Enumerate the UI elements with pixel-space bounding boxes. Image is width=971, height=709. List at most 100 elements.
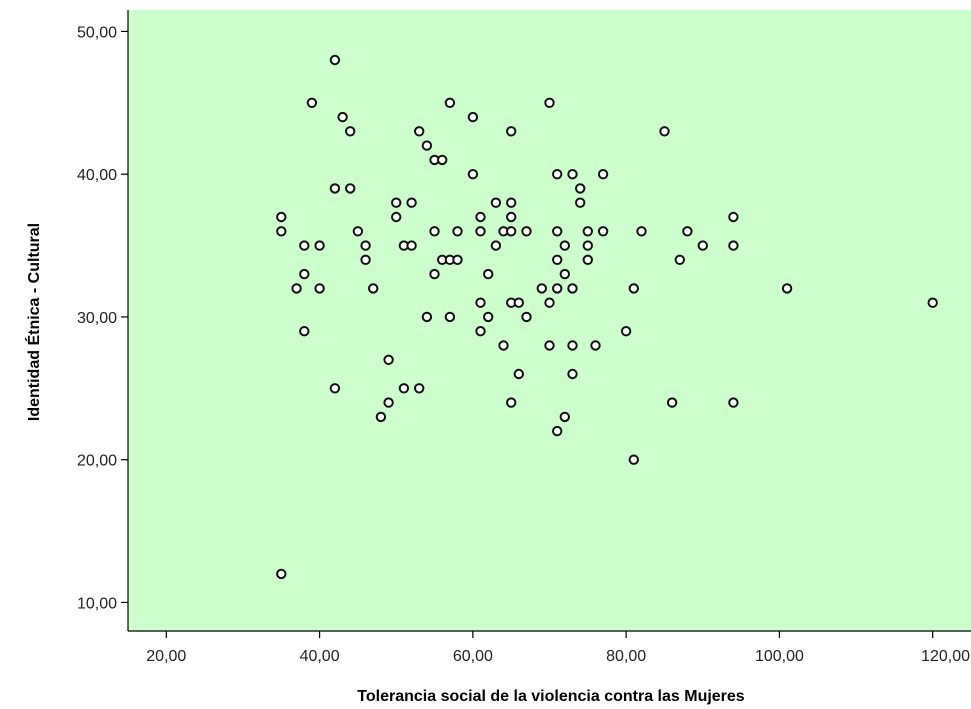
data-point [360,240,371,251]
data-point [544,97,555,109]
data-point [552,254,563,265]
x-tick-label: 40,00 [300,648,340,665]
data-point [329,183,341,194]
data-point [452,226,463,237]
data-point [666,397,678,408]
y-axis-ticks: 10,00 20,00 30,00 40,00 50,00 [77,24,128,612]
data-point [398,383,410,394]
data-point [521,226,532,237]
data-point [352,226,364,237]
data-point [444,311,456,323]
y-tick-label: 40,00 [77,167,117,184]
data-point [406,197,417,208]
data-point [483,268,494,280]
data-point [299,268,310,280]
data-point [475,326,486,337]
data-point [475,226,486,237]
data-point [490,240,502,251]
data-point [429,226,440,237]
data-point [368,283,379,294]
data-point [306,97,318,109]
data-point [506,126,517,137]
data-point [636,226,647,237]
data-point [513,297,524,308]
data-point [544,340,555,351]
data-point [345,183,356,194]
data-point [697,240,708,251]
data-point [506,397,517,408]
data-point [444,97,456,109]
data-point [567,340,578,351]
y-tick-label: 30,00 [77,310,117,327]
x-tick-label: 60,00 [453,648,493,665]
data-point [360,254,371,265]
data-point [567,283,578,294]
data-point [467,111,479,123]
data-point [299,326,310,337]
y-axis-title: Identidad Étnica - Cultural [24,223,43,421]
data-point [544,297,555,308]
data-point [552,283,563,294]
data-point [406,240,417,251]
data-point [682,226,693,237]
data-point [597,226,609,237]
data-point [674,254,685,265]
data-point [552,169,563,180]
data-point [781,283,793,294]
y-tick-label: 20,00 [77,453,117,470]
data-point [567,169,578,180]
data-point [659,126,670,137]
y-tick-label: 50,00 [77,24,117,41]
data-point [391,197,402,208]
data-point [391,211,402,223]
data-point [513,368,524,380]
data-point [927,297,938,308]
data-point [506,211,517,223]
data-point [628,283,639,294]
x-axis-ticks: 20,00 40,00 60,00 80,00 100,00 120,00 [146,631,970,665]
data-point [728,397,739,408]
data-point [590,340,601,351]
data-point [452,254,463,265]
data-point [575,183,586,194]
data-point [552,226,563,237]
data-point [582,254,593,265]
data-point [276,226,287,237]
data-point [421,140,433,151]
data-point [337,111,348,123]
data-point [414,383,425,394]
data-point [597,169,609,180]
data-point [314,283,325,294]
data-point [559,268,570,280]
data-point [467,169,479,180]
plot-area [128,10,971,631]
data-point [314,240,325,251]
data-point [475,211,486,223]
data-point [483,311,494,323]
data-point [575,197,586,208]
data-point [521,311,532,323]
data-point [383,354,394,365]
data-point [506,226,517,237]
data-point [728,211,739,223]
x-tick-label: 20,00 [146,648,186,665]
data-point [383,397,394,408]
data-point [506,197,517,208]
x-tick-label: 120,00 [921,648,970,665]
data-point [329,54,341,66]
data-point [490,197,502,208]
data-point [620,326,632,337]
data-point [437,154,448,166]
data-point [582,240,593,251]
data-point [375,411,387,423]
data-point [276,568,287,580]
data-point [582,226,593,237]
data-points [276,54,938,580]
data-point [345,126,356,137]
y-tick-label: 10,00 [77,595,117,612]
data-point [559,240,570,251]
data-point [276,211,287,223]
data-point [552,425,563,437]
data-point [475,297,486,308]
